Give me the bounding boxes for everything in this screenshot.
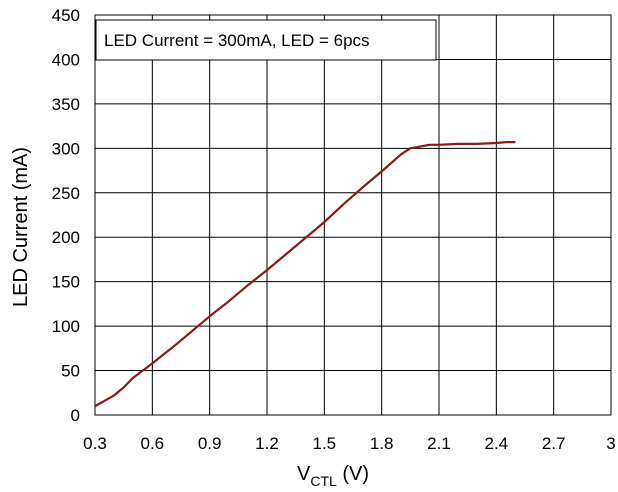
- y-tick-label: 0: [71, 406, 80, 425]
- x-tick-label: 0.9: [198, 434, 222, 453]
- y-tick-labels: 0 50 100 150 200 250 300 350 400 450: [52, 6, 80, 425]
- x-tick-label: 2.4: [485, 434, 509, 453]
- x-axis-title-main: V: [297, 463, 311, 485]
- plot-border: [94, 14, 612, 416]
- x-tick-label: 1.8: [370, 434, 394, 453]
- x-axis-title-suffix: (V): [337, 463, 369, 485]
- plot-frame: [94, 14, 612, 416]
- x-tick-label: 2.7: [542, 434, 566, 453]
- y-tick-label: 400: [52, 50, 80, 69]
- annotation-text: LED Current = 300mA, LED = 6pcs: [104, 31, 370, 50]
- y-tick-label: 200: [52, 228, 80, 247]
- x-tick-label: 2.1: [427, 434, 451, 453]
- y-tick-label: 50: [61, 362, 80, 381]
- y-tick-label: 300: [52, 139, 80, 158]
- x-tick-label: 3: [606, 434, 615, 453]
- y-tick-label: 100: [52, 317, 80, 336]
- y-tick-label: 450: [52, 6, 80, 25]
- y-tick-label: 250: [52, 184, 80, 203]
- grid: [94, 14, 612, 416]
- series-group: [94, 141, 516, 408]
- x-axis-title-sub: CTL: [310, 473, 337, 489]
- x-tick-label: 1.5: [313, 434, 337, 453]
- x-tick-label: 1.2: [255, 434, 279, 453]
- x-tick-labels: 0.3 0.6 0.9 1.2 1.5 1.8 2.1 2.4 2.7 3: [83, 434, 616, 453]
- annotation-box: [95, 19, 437, 61]
- x-tick-label: 0.3: [83, 434, 107, 453]
- series-line: [94, 141, 516, 408]
- x-axis-title: VCTL (V): [297, 463, 369, 489]
- x-tick-label: 0.6: [141, 434, 165, 453]
- y-tick-label: 150: [52, 273, 80, 292]
- y-tick-label: 350: [52, 95, 80, 114]
- y-axis-title: LED Current (mA): [10, 147, 32, 307]
